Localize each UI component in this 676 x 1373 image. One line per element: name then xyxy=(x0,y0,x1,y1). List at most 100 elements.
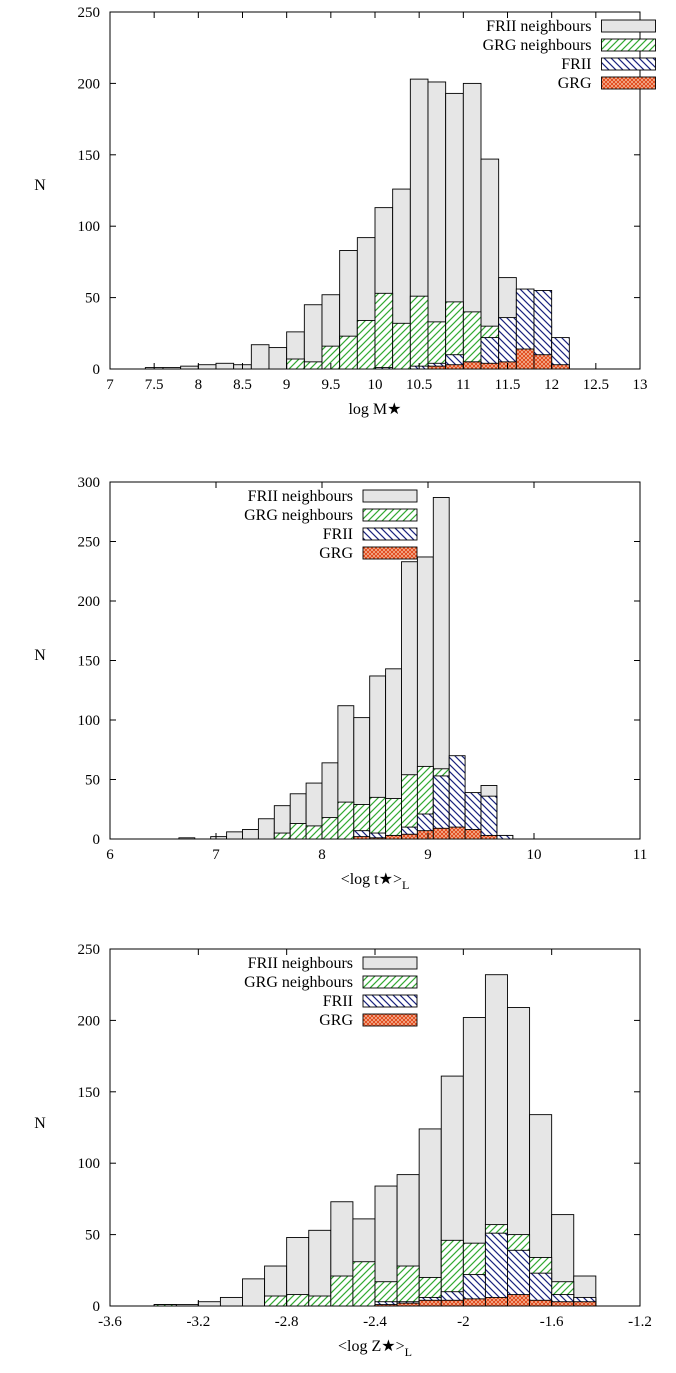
x-tick-label: 8 xyxy=(318,847,326,863)
bar-frii xyxy=(484,1232,508,1307)
bar-frii xyxy=(498,317,517,370)
legend-swatch xyxy=(362,1013,418,1027)
x-tick-label: 7 xyxy=(212,847,220,863)
ticks-group: 6 7 8 9 10 11 0 50 100 150 200 250 300 xyxy=(78,475,648,863)
bar-grg-neighbours xyxy=(286,358,305,370)
y-tick-label: 250 xyxy=(78,5,101,21)
bar-grg xyxy=(551,364,570,370)
bar-grg xyxy=(462,361,482,370)
y-tick-label: 50 xyxy=(85,291,100,307)
stellar-mass-histogram: 7 7.5 8 8.5 9 9.5 10 10.5 11 11.5 12 12.5 13 0 50 100 15… xyxy=(34,5,656,418)
bar-grg xyxy=(432,827,450,840)
legend-label: GRG neighbours xyxy=(244,507,353,524)
bar-frii-neighbours xyxy=(268,347,288,370)
y-tick-label: 100 xyxy=(78,219,101,235)
legend-label: GRG neighbours xyxy=(244,974,353,991)
y-tick-label: 0 xyxy=(93,1299,101,1315)
y-tick-label: 150 xyxy=(78,1085,101,1101)
x-axis-label-subscript: L xyxy=(405,1345,412,1359)
bar-grg xyxy=(484,1296,508,1307)
bar-frii-neighbours xyxy=(175,1304,199,1307)
y-tick-label: 100 xyxy=(78,713,101,729)
legend-swatch xyxy=(362,975,418,989)
bar-grg-neighbours xyxy=(264,1295,288,1307)
legend-label: FRII xyxy=(323,526,353,543)
bar-frii-neighbours xyxy=(178,837,196,840)
x-tick-label: 9 xyxy=(283,377,291,393)
bar-grg-neighbours xyxy=(305,825,323,840)
x-axis-label-subscript: L xyxy=(402,878,409,892)
bar-grg-neighbours xyxy=(462,311,482,370)
bar-grg xyxy=(507,1294,531,1307)
bar-frii-neighbours xyxy=(219,1296,243,1307)
bar-grg xyxy=(573,1301,597,1307)
bar-frii xyxy=(480,795,498,840)
x-tick-label: 12.5 xyxy=(583,377,609,393)
bar-grg-neighbours xyxy=(153,1304,177,1307)
x-tick-label: 9 xyxy=(424,847,432,863)
bar-grg-neighbours xyxy=(374,292,394,370)
legend-swatch xyxy=(601,19,656,33)
bars-group xyxy=(153,974,597,1307)
x-axis-label: <log t★>L xyxy=(341,871,410,892)
bar-frii-neighbours xyxy=(215,362,235,370)
x-tick-label: 8.5 xyxy=(233,377,252,393)
bar-frii-neighbours xyxy=(308,1229,332,1307)
bar-grg-neighbours xyxy=(273,832,291,840)
x-tick-label: 10.5 xyxy=(406,377,432,393)
bar-frii-neighbours xyxy=(250,344,270,370)
bar-grg-neighbours xyxy=(286,1294,310,1307)
y-tick-label: 250 xyxy=(78,535,101,551)
bar-grg-neighbours xyxy=(409,295,429,370)
x-tick-label: 7.5 xyxy=(145,377,164,393)
y-tick-label: 150 xyxy=(78,148,101,164)
x-tick-label: -2.4 xyxy=(363,1314,387,1330)
stellar-metallicity-histogram: -3.6 -3.2 -2.8 -2.4 -2 -1.6 -1.2 0 50 100 150 200 25… xyxy=(34,942,652,1359)
bar-frii-neighbours xyxy=(210,836,228,840)
bar-frii-neighbours xyxy=(257,818,275,840)
legend: FRII neighbours GRG neighbours FRII GRG xyxy=(483,18,656,92)
x-axis-label: log M★ xyxy=(348,401,401,418)
bar-grg xyxy=(427,365,447,370)
y-axis-label: N xyxy=(34,647,46,664)
bar-grg-neighbours xyxy=(352,1261,376,1307)
bar-grg-neighbours xyxy=(427,321,447,370)
legend: FRII neighbours GRG neighbours FRII GRG xyxy=(244,955,418,1029)
bar-grg-neighbours xyxy=(303,361,323,370)
bar-frii-neighbours xyxy=(242,829,259,840)
y-tick-label: 200 xyxy=(78,76,101,92)
bar-grg xyxy=(533,354,553,370)
bar-grg-neighbours xyxy=(356,319,376,370)
y-tick-label: 0 xyxy=(93,362,101,378)
x-tick-label: 8 xyxy=(195,377,203,393)
bar-grg xyxy=(551,1301,575,1307)
bar-grg-neighbours xyxy=(392,322,411,370)
legend-label: FRII xyxy=(323,993,353,1010)
ticks-group: -3.6 -3.2 -2.8 -2.4 -2 -1.6 -1.2 0 50 100 150 200 25… xyxy=(78,942,652,1330)
y-tick-label: 150 xyxy=(78,654,101,670)
x-tick-label: 12 xyxy=(544,377,559,393)
x-tick-label: 13 xyxy=(633,377,648,393)
y-tick-label: 300 xyxy=(78,475,101,491)
x-tick-label: 9.5 xyxy=(321,377,340,393)
x-tick-label: -3.6 xyxy=(98,1314,122,1330)
bar-grg-neighbours xyxy=(330,1275,354,1307)
x-tick-label: 11.5 xyxy=(495,377,521,393)
legend-label: GRG neighbours xyxy=(483,37,592,54)
bar-grg xyxy=(396,1302,420,1307)
y-tick-label: 0 xyxy=(93,832,101,848)
bar-grg xyxy=(529,1299,553,1307)
y-tick-label: 250 xyxy=(78,942,101,958)
bar-grg-neighbours xyxy=(337,801,355,840)
bar-frii-neighbours xyxy=(242,1278,266,1307)
x-tick-label: -1.6 xyxy=(540,1314,564,1330)
x-tick-label: -2.8 xyxy=(275,1314,299,1330)
bar-frii xyxy=(448,755,466,840)
bar-grg xyxy=(416,830,434,840)
bar-grg xyxy=(464,829,482,840)
bars-group xyxy=(178,497,514,840)
x-axis-label-main: <log t★> xyxy=(341,871,402,888)
bar-grg xyxy=(369,837,387,840)
x-tick-label: -3.2 xyxy=(186,1314,210,1330)
